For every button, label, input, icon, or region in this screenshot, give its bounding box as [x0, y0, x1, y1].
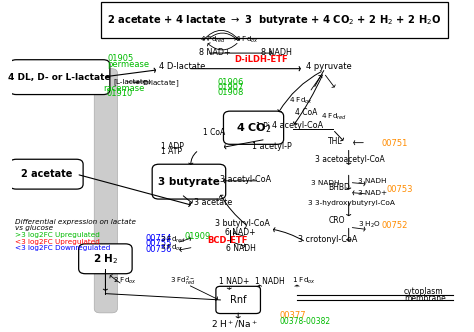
FancyBboxPatch shape	[94, 69, 118, 313]
Text: 00756: 00756	[146, 245, 172, 254]
Text: D-iLDH-ETF: D-iLDH-ETF	[235, 54, 288, 63]
Text: 2 acetate: 2 acetate	[21, 169, 72, 179]
FancyBboxPatch shape	[101, 2, 448, 38]
FancyBboxPatch shape	[223, 111, 283, 144]
Text: 3 acetoacetyl-CoA: 3 acetoacetyl-CoA	[315, 155, 384, 164]
Text: cytoplasm: cytoplasm	[404, 287, 444, 296]
Text: 3 acetyl-CoA: 3 acetyl-CoA	[220, 175, 272, 184]
Text: 3 acetate: 3 acetate	[193, 198, 232, 207]
Text: 4 DL, D- or L-lactate: 4 DL, D- or L-lactate	[9, 73, 111, 82]
Text: permease: permease	[108, 60, 150, 69]
Text: 3 Fd$_{ox}$: 3 Fd$_{ox}$	[160, 243, 183, 253]
Text: 01908: 01908	[218, 88, 244, 97]
Text: 00377: 00377	[279, 311, 306, 320]
Text: 00752: 00752	[382, 221, 408, 230]
Text: 1 Fd$_{ox}$: 1 Fd$_{ox}$	[292, 276, 316, 287]
Text: >3 log2FC Upregulated: >3 log2FC Upregulated	[15, 232, 100, 238]
Text: 4 D-lactate: 4 D-lactate	[159, 62, 205, 71]
Text: 1 acetyl-P: 1 acetyl-P	[253, 142, 292, 151]
Text: 1 CoA: 1 CoA	[203, 128, 226, 137]
Text: 1 NADH: 1 NADH	[255, 277, 284, 286]
Text: 00751: 00751	[382, 139, 408, 148]
Text: 8 NAD+: 8 NAD+	[199, 47, 230, 56]
Text: 6 NADH: 6 NADH	[226, 244, 255, 253]
FancyBboxPatch shape	[9, 60, 110, 95]
Text: 3 NADH: 3 NADH	[311, 180, 340, 186]
Text: 4 Fd$_{red}$: 4 Fd$_{red}$	[321, 112, 347, 122]
Text: 2 Fd$_{ox}$: 2 Fd$_{ox}$	[113, 276, 137, 287]
Text: 3 3-hydroxybutyryl-CoA: 3 3-hydroxybutyryl-CoA	[308, 200, 395, 206]
Text: [L-lactate: [L-lactate	[113, 78, 147, 85]
Text: 3 Fd$_{red}$: 3 Fd$_{red}$	[160, 234, 186, 245]
Text: Rnf: Rnf	[230, 295, 246, 305]
Text: 2 H$_2$: 2 H$_2$	[92, 252, 118, 266]
Text: 3 Fd$_{red}^{2-}$: 3 Fd$_{red}^{2-}$	[170, 275, 195, 288]
Text: THL: THL	[328, 137, 343, 146]
Text: 1 Pi: 1 Pi	[256, 122, 270, 131]
Text: 4 CO$_2$: 4 CO$_2$	[236, 121, 271, 135]
Text: 4 acetyl-CoA: 4 acetyl-CoA	[273, 121, 324, 130]
Text: 01905: 01905	[108, 54, 134, 63]
FancyBboxPatch shape	[152, 164, 226, 199]
Text: 00378-00382: 00378-00382	[279, 317, 330, 326]
Text: 4 pyruvate: 4 pyruvate	[306, 62, 352, 71]
Text: 3 H$_2$O: 3 H$_2$O	[358, 220, 382, 230]
Text: BCD-ETF: BCD-ETF	[207, 236, 247, 245]
Text: <3 log2FC Upregulated: <3 log2FC Upregulated	[15, 238, 100, 245]
Text: 01906: 01906	[218, 78, 244, 87]
FancyBboxPatch shape	[216, 286, 260, 313]
Text: 2 H$^+$/Na$^+$: 2 H$^+$/Na$^+$	[211, 319, 258, 330]
Text: 00755: 00755	[146, 239, 172, 248]
Text: 6 NAD+: 6 NAD+	[225, 228, 255, 237]
Text: $\rightarrow$ D-lactate]: $\rightarrow$ D-lactate]	[131, 78, 180, 89]
Text: Differential expression on lactate: Differential expression on lactate	[15, 219, 137, 225]
Text: 3 butyryl-CoA: 3 butyryl-CoA	[216, 219, 270, 228]
Text: 2 acetate + 4 lactate $\rightarrow$ 3  butyrate + 4 CO$_2$ + 2 H$_2$ + 2 H$_2$O: 2 acetate + 4 lactate $\rightarrow$ 3 bu…	[108, 13, 442, 27]
Text: 00754: 00754	[146, 234, 172, 243]
Text: membrane: membrane	[404, 294, 446, 303]
Text: 3 NADH: 3 NADH	[358, 178, 387, 184]
Text: 3 crotonyl-CoA: 3 crotonyl-CoA	[298, 235, 357, 244]
Text: 1 NAD+: 1 NAD+	[219, 277, 249, 286]
Text: 4 Fd$_{ox}$: 4 Fd$_{ox}$	[235, 35, 258, 45]
Text: racemase: racemase	[103, 84, 145, 93]
FancyBboxPatch shape	[79, 244, 132, 274]
Text: <3 log2FC Downregulated: <3 log2FC Downregulated	[15, 245, 111, 251]
FancyBboxPatch shape	[9, 159, 83, 189]
Text: 3 NAD+: 3 NAD+	[358, 190, 388, 196]
Text: 4 Fd$_{red}$: 4 Fd$_{red}$	[200, 35, 226, 45]
Text: 01909: 01909	[185, 232, 211, 241]
Text: CRO: CRO	[328, 216, 345, 225]
Text: 3 butyrate: 3 butyrate	[158, 177, 220, 187]
Text: 1 ATP: 1 ATP	[161, 147, 182, 156]
Text: 00753: 00753	[386, 185, 412, 194]
Text: 4 CoA: 4 CoA	[295, 108, 318, 117]
Text: 4 Fd$_{ox}$: 4 Fd$_{ox}$	[289, 96, 313, 106]
Text: 8 NADH: 8 NADH	[261, 47, 292, 56]
Text: BHBD: BHBD	[328, 183, 350, 192]
Text: vs glucose: vs glucose	[15, 225, 54, 231]
Text: 01907: 01907	[218, 83, 244, 92]
Text: 01910: 01910	[106, 89, 133, 98]
Text: 1 ADP: 1 ADP	[161, 142, 183, 151]
